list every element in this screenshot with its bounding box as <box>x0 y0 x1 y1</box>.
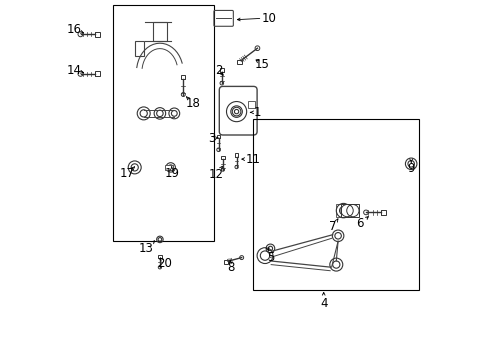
Text: 2: 2 <box>214 64 222 77</box>
Bar <box>152 22 167 41</box>
Bar <box>234 153 238 157</box>
Text: 10: 10 <box>261 12 276 24</box>
Bar <box>336 204 350 217</box>
Bar <box>181 75 185 79</box>
FancyBboxPatch shape <box>224 260 228 264</box>
Text: 18: 18 <box>185 97 201 110</box>
Text: 16: 16 <box>66 23 81 36</box>
Text: 13: 13 <box>139 242 154 255</box>
Bar <box>216 135 220 138</box>
Bar <box>134 41 143 56</box>
Text: 14: 14 <box>66 64 81 77</box>
Text: 20: 20 <box>157 257 172 270</box>
Bar <box>380 210 385 215</box>
Bar <box>158 255 161 258</box>
Text: 6: 6 <box>355 217 363 230</box>
Text: 15: 15 <box>255 58 269 71</box>
Text: 3: 3 <box>207 132 215 145</box>
Text: 7: 7 <box>328 220 336 233</box>
Text: 17: 17 <box>120 167 135 180</box>
Text: 12: 12 <box>208 168 224 181</box>
Bar <box>221 156 224 159</box>
Text: 8: 8 <box>226 261 234 274</box>
FancyBboxPatch shape <box>236 60 241 64</box>
Bar <box>95 71 100 76</box>
Text: 11: 11 <box>245 153 260 166</box>
Text: 9: 9 <box>407 162 414 175</box>
Bar <box>247 101 254 108</box>
Bar <box>113 5 213 241</box>
Bar <box>253 119 418 290</box>
Text: 5: 5 <box>266 251 274 264</box>
Text: 19: 19 <box>164 167 179 180</box>
Bar <box>220 68 223 72</box>
Bar <box>340 204 358 217</box>
Bar <box>164 165 172 170</box>
Bar <box>95 32 100 37</box>
Text: 4: 4 <box>319 297 327 310</box>
Text: 1: 1 <box>253 106 260 119</box>
